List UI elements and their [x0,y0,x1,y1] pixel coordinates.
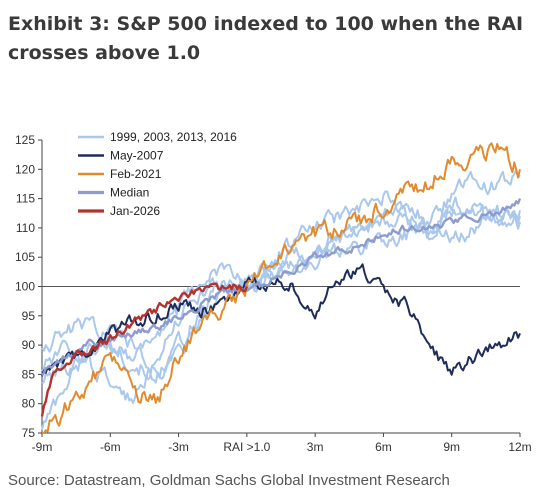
y-tick-label: 100 [15,280,35,294]
legend-label: May-2007 [110,149,164,163]
x-tick-label: -6m [100,440,121,454]
x-tick-label: 12m [508,440,531,454]
y-tick-label: 120 [15,162,35,176]
series-line-1999-2003-2013-2016 [41,196,521,385]
legend-label: Median [110,186,149,200]
x-tick-label: 9m [443,440,460,454]
series-line-feb-2021 [42,142,521,434]
x-tick-label: 3m [307,440,324,454]
x-tick-label: RAI >1.0 [223,440,270,454]
x-tick-label: -3m [168,440,189,454]
line-chart: 75 80 85 90 95 100 105 110 115 120 125 -9m -6m -3m RA… [15,130,532,454]
y-tick-label: 80 [22,397,36,411]
x-axis: -9m -6m -3m RAI >1.0 3m 6m 9m 12m [32,286,532,454]
series-line-jan-2026 [40,282,249,417]
series-layer [40,142,522,434]
y-tick-label: 90 [22,338,36,352]
legend-label: 1999, 2003, 2013, 2016 [110,130,237,144]
source-note: Source: Datastream, Goldman Sachs Global… [8,472,450,489]
chart-title: Exhibit 3: S&P 500 indexed to 100 when t… [8,13,524,64]
x-tick-label: -9m [32,440,53,454]
series-line-series-3 [41,204,521,404]
y-tick-label: 110 [16,221,35,235]
y-tick-label: 85 [22,367,36,381]
legend: 1999, 2003, 2013, 2016 May-2007 Feb-2021 Me… [78,130,237,218]
y-tick-label: 95 [22,309,36,323]
y-tick-label: 75 [22,426,36,440]
series-line-series-2 [41,202,521,362]
legend-label: Jan-2026 [110,204,160,218]
series-line-may-2007 [41,263,521,377]
y-axis: 75 80 85 90 95 100 105 110 115 120 125 [15,133,43,440]
x-tick-label: 6m [375,440,392,454]
legend-label: Feb-2021 [110,167,162,181]
y-tick-label: 105 [15,250,35,264]
series-line-median [41,198,522,377]
y-tick-label: 125 [15,133,35,147]
y-tick-label: 115 [16,192,35,206]
